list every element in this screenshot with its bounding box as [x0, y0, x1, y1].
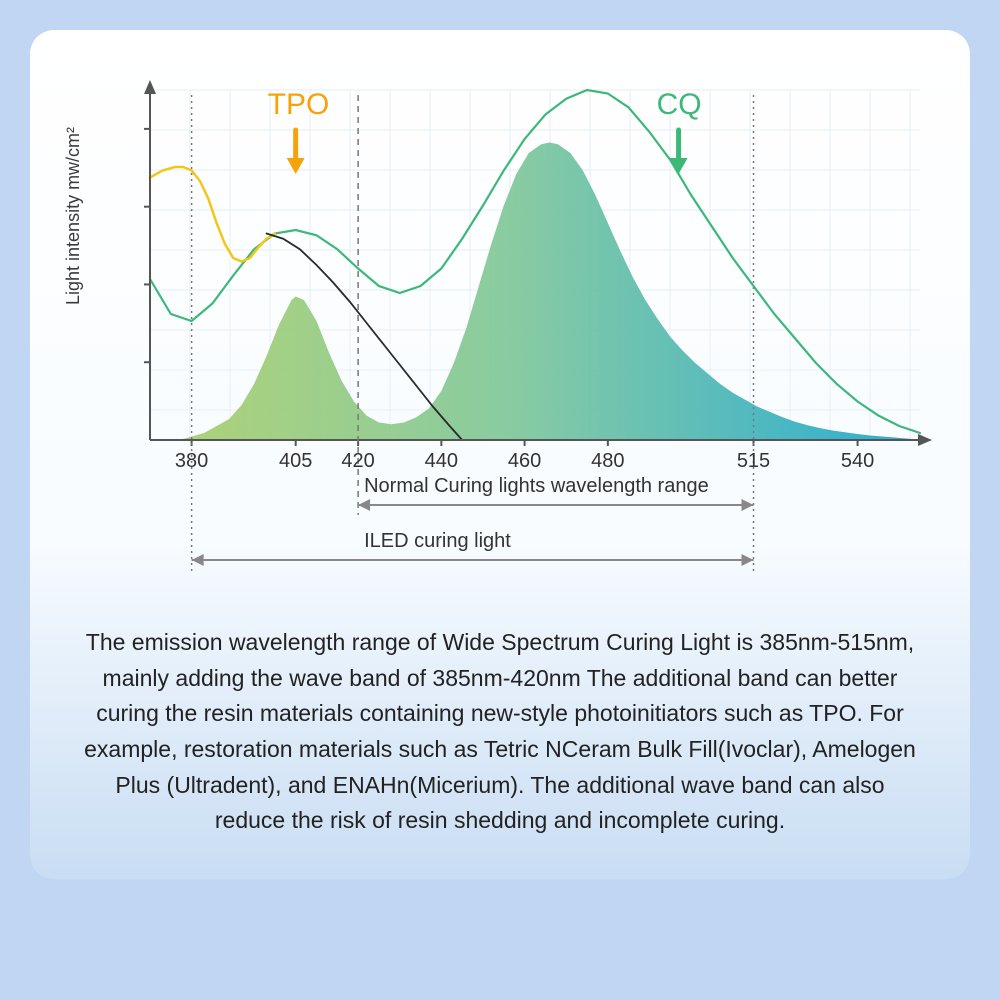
x-tick-label: 420: [341, 450, 374, 473]
x-tick-label: 380: [175, 450, 208, 473]
x-tick-label: 515: [737, 450, 770, 473]
x-tick-label: 405: [279, 450, 312, 473]
chart-svg: [55, 60, 945, 600]
tpo-label: TPO: [268, 88, 330, 122]
card: Light intensity mw/cm² 380 405 420 440 460 48…: [30, 30, 970, 879]
spectrum-chart: Light intensity mw/cm² 380 405 420 440 460 48…: [55, 60, 945, 600]
range-label: Normal Curing lights wavelength range: [364, 475, 709, 498]
x-tick-label: 440: [425, 450, 458, 473]
x-tick-label: 460: [508, 450, 541, 473]
range-label: ILED curing light: [364, 530, 511, 553]
description-text: The emission wavelength range of Wide Sp…: [50, 600, 950, 839]
cq-label: CQ: [657, 88, 702, 122]
y-axis-label: Light intensity mw/cm²: [63, 127, 84, 305]
x-tick-label: 540: [841, 450, 874, 473]
x-tick-label: 480: [591, 450, 624, 473]
